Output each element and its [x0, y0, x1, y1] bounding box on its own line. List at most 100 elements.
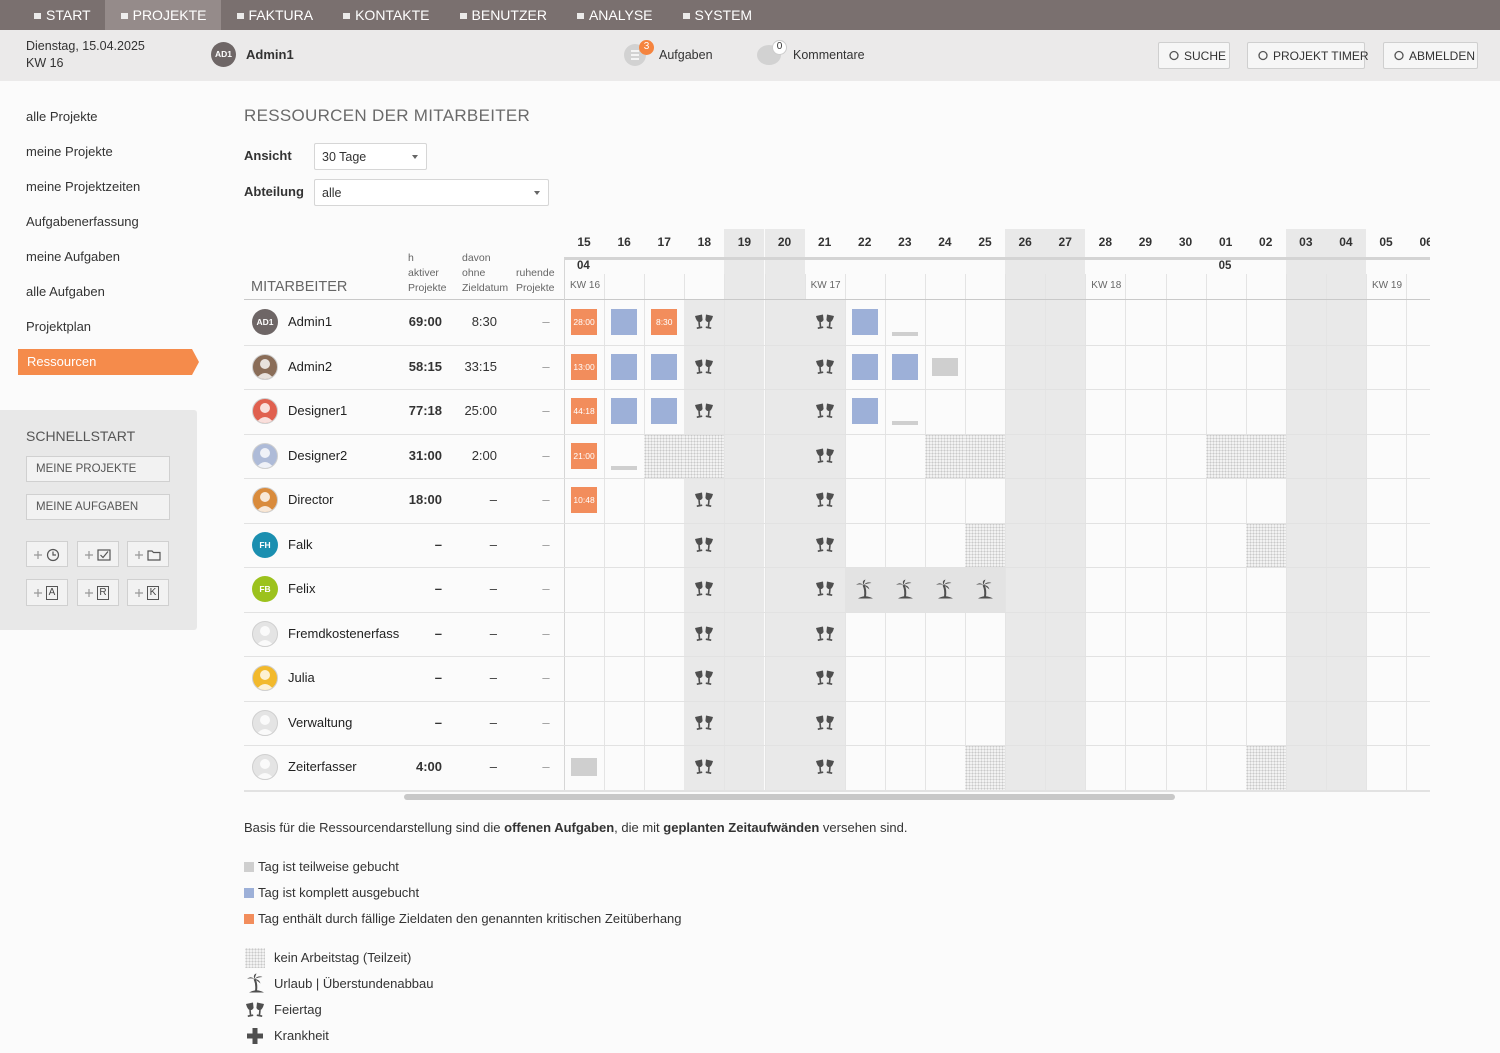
quick-letter-box: K	[147, 586, 159, 600]
quickstart-button[interactable]: MEINE AUFGABEN	[26, 494, 170, 520]
hours-no-deadline: –	[489, 714, 497, 730]
full-booking	[651, 398, 678, 425]
full-booking	[851, 309, 878, 336]
critical-label: 13:00	[573, 361, 595, 372]
holiday-cell	[684, 656, 725, 701]
nav-icon	[34, 12, 41, 19]
dormant-projects: –	[542, 759, 550, 775]
full-booking	[891, 353, 918, 380]
header-button[interactable]: SUCHE	[1158, 42, 1230, 69]
sidebar-link[interactable]: Ressourcen	[27, 354, 97, 369]
legend-vacation	[246, 973, 266, 993]
nonworking-cell	[1245, 433, 1286, 478]
tasks-badge: 3	[639, 40, 654, 55]
day-separator	[1325, 274, 1327, 790]
day-separator	[1045, 274, 1047, 790]
filter-value: alle	[322, 186, 342, 200]
legend-swatch	[244, 862, 254, 872]
nav-icon	[236, 12, 244, 19]
sidebar-link[interactable]: meine Projekte	[26, 144, 113, 159]
employee-header: MITARBEITER	[251, 279, 348, 295]
button-icon	[1394, 50, 1404, 61]
sidebar-link[interactable]: alle Projekte	[26, 109, 98, 124]
quick-letter-button[interactable]: K	[127, 579, 169, 606]
hours-no-deadline: –	[489, 581, 497, 597]
quick-icon-button[interactable]	[77, 541, 119, 567]
comments-link[interactable]: 0 Kommentare	[755, 40, 875, 70]
quick-letter-box: R	[97, 586, 109, 600]
hours-active: 18:00	[408, 492, 442, 508]
hours-active: 4:00	[415, 759, 442, 775]
filter-select[interactable]: alle	[314, 179, 549, 206]
sidebar-link[interactable]: alle Aufgaben	[26, 284, 105, 299]
header-button[interactable]: ABMELDEN	[1383, 42, 1478, 69]
employee-avatar	[252, 353, 278, 380]
scrollbar-thumb[interactable]	[404, 793, 1175, 800]
month-label: 04	[577, 260, 590, 272]
day-label: 06	[1419, 235, 1430, 249]
quick-glyph	[46, 548, 60, 562]
quick-icon-button[interactable]	[127, 541, 169, 567]
nav-item[interactable]: KONTAKTE	[327, 0, 443, 30]
nav-item[interactable]: FAKTURA	[221, 0, 328, 30]
holiday-cell	[684, 389, 725, 434]
button-label: SUCHE	[1184, 49, 1227, 63]
quick-letter-button[interactable]: A	[26, 579, 68, 606]
nav-item[interactable]: PROJEKTE	[104, 0, 221, 30]
hours-no-deadline: 25:00	[464, 403, 497, 419]
employee-avatar	[252, 442, 278, 469]
full-booking	[851, 398, 878, 425]
holiday-cell	[804, 745, 845, 790]
holiday-icon	[815, 314, 835, 330]
holiday-icon	[815, 403, 835, 419]
quickstart-box: SCHNELLSTART MEINE PROJEKTE MEINE AUFGABEN…	[0, 410, 197, 630]
sidebar-link[interactable]: Aufgabenerfassung	[26, 214, 139, 229]
nonworking-cell	[965, 433, 1006, 478]
day-separator	[924, 274, 926, 790]
nonworking-cell	[965, 522, 1006, 567]
filter-value: 30 Tage	[322, 150, 367, 164]
quick-plus	[135, 551, 143, 559]
column-header-line: davon	[462, 252, 491, 264]
header-avatar: AD1	[211, 42, 236, 67]
hours-no-deadline: –	[489, 625, 497, 641]
holiday-icon	[694, 492, 714, 508]
hours-active: –	[434, 581, 442, 597]
employee-name-clip: Admin1	[288, 313, 403, 331]
nav-item[interactable]: START	[18, 0, 105, 30]
nav-item[interactable]: BENUTZER	[444, 0, 561, 30]
quick-letter-button[interactable]: R	[77, 579, 119, 606]
day-label: 05	[1379, 235, 1393, 249]
nav-label: START	[46, 7, 91, 23]
week-label: KW 17	[810, 280, 841, 291]
employee-avatar	[252, 620, 278, 647]
employee-name: Designer2	[288, 447, 348, 463]
header-button[interactable]: PROJEKT TIMER	[1247, 42, 1369, 69]
nav-item[interactable]: SYSTEM	[667, 0, 767, 30]
holiday-cell	[804, 522, 845, 567]
quickstart-button[interactable]: MEINE PROJEKTE	[26, 456, 170, 482]
footnote: Basis für die Ressourcendarstellung sind…	[244, 820, 907, 835]
employee-name: Verwaltung	[288, 714, 353, 730]
employee-name: Felix	[288, 581, 316, 597]
day-label: 19	[737, 235, 752, 249]
hours-active: 77:18	[408, 403, 442, 419]
sidebar-link[interactable]: meine Projektzeiten	[26, 179, 141, 194]
quick-icon-button[interactable]	[26, 541, 68, 567]
holiday-icon	[815, 759, 835, 775]
holiday-icon	[694, 670, 714, 686]
sidebar-link[interactable]: meine Aufgaben	[26, 249, 120, 264]
low-booking	[891, 421, 918, 426]
nav-item[interactable]: ANALYSE	[561, 0, 667, 30]
dormant-projects: –	[542, 403, 550, 419]
hours-no-deadline: –	[489, 492, 497, 508]
row-rule	[244, 612, 1430, 613]
employee-name: Zeiterfasser	[288, 759, 357, 775]
holiday-icon	[815, 715, 835, 731]
comments-label: Kommentare	[793, 48, 865, 62]
filter-select[interactable]: 30 Tage	[314, 143, 427, 170]
holiday-icon	[815, 492, 835, 508]
sidebar-link[interactable]: Projektplan	[26, 319, 92, 334]
tasks-link[interactable]: 3 Aufgaben	[622, 40, 722, 70]
holiday-cell	[804, 567, 845, 612]
